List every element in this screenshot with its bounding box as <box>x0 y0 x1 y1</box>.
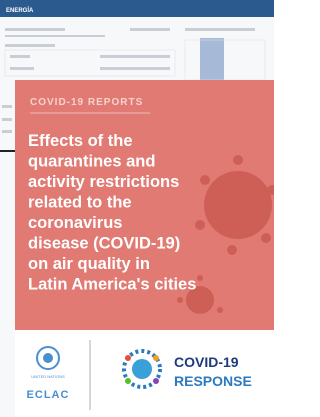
title-line: coronavirus <box>28 214 122 232</box>
title-line: Effects of the <box>28 132 133 150</box>
eclac-label: ECLAC <box>27 389 70 401</box>
response-line2: RESPONSE <box>174 373 252 389</box>
title-line: Latin America's cities <box>28 276 196 294</box>
title-line: disease (COVID-19) <box>28 235 180 253</box>
title-line: activity restrictions <box>28 173 179 191</box>
title-line: quarantines and <box>28 153 155 171</box>
page: ENERGÍA COVID-19 REPORTS Effects of the q… <box>0 0 274 417</box>
un-label: UNITED NATIONS <box>31 374 65 379</box>
response-line1: COVID-19 <box>174 354 239 370</box>
dashboard-bar <box>200 38 224 80</box>
header-bar <box>0 0 274 17</box>
series-label: COVID-19 REPORTS <box>30 97 143 108</box>
section-title: ENERGÍA <box>6 6 34 14</box>
title-line: on air quality in <box>28 255 150 273</box>
title-line: related to the <box>28 194 132 212</box>
